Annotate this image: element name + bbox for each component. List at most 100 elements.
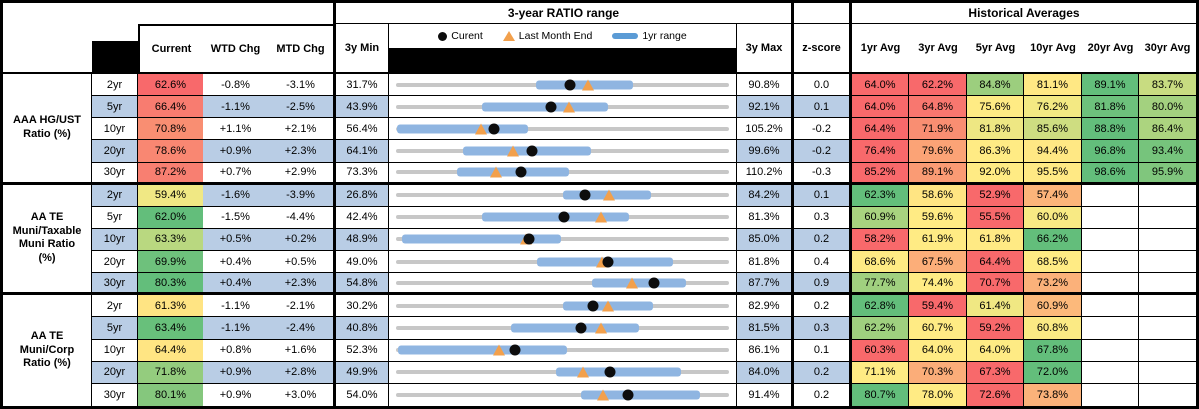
avg-cell-20yr-avg[interactable] xyxy=(1082,339,1139,362)
wtd-chg-cell[interactable]: +1.1% xyxy=(203,118,268,141)
range-max-cell[interactable]: 81.8% xyxy=(737,251,794,274)
avg-cell-10yr-avg[interactable]: 95.5% xyxy=(1024,162,1082,185)
range-min-cell[interactable]: 49.0% xyxy=(336,251,389,274)
wtd-chg-cell[interactable]: +0.8% xyxy=(203,339,268,362)
z-score-cell[interactable]: -0.3 xyxy=(794,162,852,185)
current-cell[interactable]: 63.4% xyxy=(138,317,203,340)
range-min-cell[interactable]: 52.3% xyxy=(336,339,389,362)
mtd-chg-cell[interactable]: -4.4% xyxy=(268,206,336,229)
mtd-chg-cell[interactable]: +2.9% xyxy=(268,162,336,185)
avg-cell-10yr-avg[interactable]: 73.8% xyxy=(1024,383,1082,406)
avg-cell-5yr-avg[interactable]: 61.8% xyxy=(967,228,1024,251)
wtd-chg-cell[interactable]: +0.9% xyxy=(203,383,268,406)
range-min-cell[interactable]: 56.4% xyxy=(336,118,389,141)
current-cell[interactable]: 87.2% xyxy=(138,162,203,185)
avg-cell-5yr-avg[interactable]: 70.7% xyxy=(967,273,1024,296)
avg-cell-30yr-avg[interactable]: 83.7% xyxy=(1139,74,1196,97)
avg-cell-10yr-avg[interactable]: 60.9% xyxy=(1024,295,1082,318)
avg-cell-20yr-avg[interactable] xyxy=(1082,317,1139,340)
avg-cell-3yr-avg[interactable]: 64.0% xyxy=(909,339,967,362)
avg-cell-3yr-avg[interactable]: 60.7% xyxy=(909,317,967,340)
avg-cell-1yr-avg[interactable]: 60.9% xyxy=(852,206,909,229)
avg-cell-10yr-avg[interactable]: 60.8% xyxy=(1024,317,1082,340)
wtd-chg-cell[interactable]: -1.1% xyxy=(203,96,268,119)
tenor-cell[interactable]: 20yr xyxy=(92,361,138,384)
range-chart-cell[interactable] xyxy=(389,339,737,362)
range-chart-cell[interactable] xyxy=(389,383,737,406)
range-chart-cell[interactable] xyxy=(389,184,737,207)
range-chart-cell[interactable] xyxy=(389,118,737,141)
avg-cell-10yr-avg[interactable]: 66.2% xyxy=(1024,228,1082,251)
avg-cell-10yr-avg[interactable]: 76.2% xyxy=(1024,96,1082,119)
range-max-cell[interactable]: 81.3% xyxy=(737,206,794,229)
z-score-cell[interactable]: 0.2 xyxy=(794,228,852,251)
current-cell[interactable]: 66.4% xyxy=(138,96,203,119)
current-cell[interactable]: 64.4% xyxy=(138,339,203,362)
avg-cell-20yr-avg[interactable] xyxy=(1082,361,1139,384)
avg-cell-5yr-avg[interactable]: 64.4% xyxy=(967,251,1024,274)
avg-cell-10yr-avg[interactable]: 67.8% xyxy=(1024,339,1082,362)
range-min-cell[interactable]: 40.8% xyxy=(336,317,389,340)
tenor-cell[interactable]: 5yr xyxy=(92,96,138,119)
range-chart-cell[interactable] xyxy=(389,228,737,251)
mtd-chg-cell[interactable]: -3.1% xyxy=(268,74,336,97)
range-max-cell[interactable]: 99.6% xyxy=(737,140,794,163)
avg-cell-5yr-avg[interactable]: 67.3% xyxy=(967,361,1024,384)
current-cell[interactable]: 69.9% xyxy=(138,251,203,274)
avg-cell-10yr-avg[interactable]: 94.4% xyxy=(1024,140,1082,163)
range-chart-cell[interactable] xyxy=(389,361,737,384)
range-chart-cell[interactable] xyxy=(389,162,737,185)
avg-cell-20yr-avg[interactable]: 88.8% xyxy=(1082,118,1139,141)
mtd-chg-cell[interactable]: +2.3% xyxy=(268,140,336,163)
range-min-cell[interactable]: 49.9% xyxy=(336,361,389,384)
tenor-cell[interactable]: 30yr xyxy=(92,273,138,296)
avg-cell-5yr-avg[interactable]: 84.8% xyxy=(967,74,1024,97)
range-max-cell[interactable]: 87.7% xyxy=(737,273,794,296)
avg-cell-3yr-avg[interactable]: 58.6% xyxy=(909,184,967,207)
mtd-chg-cell[interactable]: +3.0% xyxy=(268,383,336,406)
z-score-cell[interactable]: 0.2 xyxy=(794,361,852,384)
avg-cell-30yr-avg[interactable] xyxy=(1139,317,1196,340)
wtd-chg-cell[interactable]: -1.6% xyxy=(203,184,268,207)
range-max-cell[interactable]: 110.2% xyxy=(737,162,794,185)
tenor-cell[interactable]: 2yr xyxy=(92,184,138,207)
avg-cell-1yr-avg[interactable]: 62.8% xyxy=(852,295,909,318)
z-score-cell[interactable]: 0.9 xyxy=(794,273,852,296)
avg-cell-5yr-avg[interactable]: 81.8% xyxy=(967,118,1024,141)
avg-cell-1yr-avg[interactable]: 68.6% xyxy=(852,251,909,274)
mtd-chg-cell[interactable]: -2.1% xyxy=(268,295,336,318)
tenor-cell[interactable]: 10yr xyxy=(92,118,138,141)
avg-cell-1yr-avg[interactable]: 77.7% xyxy=(852,273,909,296)
z-score-cell[interactable]: 0.1 xyxy=(794,96,852,119)
avg-cell-30yr-avg[interactable]: 93.4% xyxy=(1139,140,1196,163)
range-min-cell[interactable]: 26.8% xyxy=(336,184,389,207)
current-cell[interactable]: 80.1% xyxy=(138,383,203,406)
current-cell[interactable]: 78.6% xyxy=(138,140,203,163)
avg-cell-30yr-avg[interactable]: 95.9% xyxy=(1139,162,1196,185)
range-max-cell[interactable]: 91.4% xyxy=(737,383,794,406)
avg-cell-3yr-avg[interactable]: 59.4% xyxy=(909,295,967,318)
range-min-cell[interactable]: 42.4% xyxy=(336,206,389,229)
range-min-cell[interactable]: 54.8% xyxy=(336,273,389,296)
current-cell[interactable]: 70.8% xyxy=(138,118,203,141)
wtd-chg-cell[interactable]: -1.5% xyxy=(203,206,268,229)
wtd-chg-cell[interactable]: +0.4% xyxy=(203,251,268,274)
wtd-chg-cell[interactable]: +0.4% xyxy=(203,273,268,296)
avg-cell-30yr-avg[interactable]: 80.0% xyxy=(1139,96,1196,119)
avg-cell-1yr-avg[interactable]: 58.2% xyxy=(852,228,909,251)
z-score-cell[interactable]: -0.2 xyxy=(794,140,852,163)
avg-cell-30yr-avg[interactable] xyxy=(1139,184,1196,207)
wtd-chg-cell[interactable]: +0.5% xyxy=(203,228,268,251)
mtd-chg-cell[interactable]: +0.2% xyxy=(268,228,336,251)
avg-cell-20yr-avg[interactable]: 98.6% xyxy=(1082,162,1139,185)
wtd-chg-cell[interactable]: +0.7% xyxy=(203,162,268,185)
z-score-cell[interactable]: 0.3 xyxy=(794,206,852,229)
z-score-cell[interactable]: 0.2 xyxy=(794,383,852,406)
avg-cell-30yr-avg[interactable] xyxy=(1139,295,1196,318)
avg-cell-3yr-avg[interactable]: 79.6% xyxy=(909,140,967,163)
avg-cell-1yr-avg[interactable]: 62.2% xyxy=(852,317,909,340)
avg-cell-30yr-avg[interactable] xyxy=(1139,361,1196,384)
avg-cell-3yr-avg[interactable]: 78.0% xyxy=(909,383,967,406)
range-chart-cell[interactable] xyxy=(389,140,737,163)
range-max-cell[interactable]: 92.1% xyxy=(737,96,794,119)
